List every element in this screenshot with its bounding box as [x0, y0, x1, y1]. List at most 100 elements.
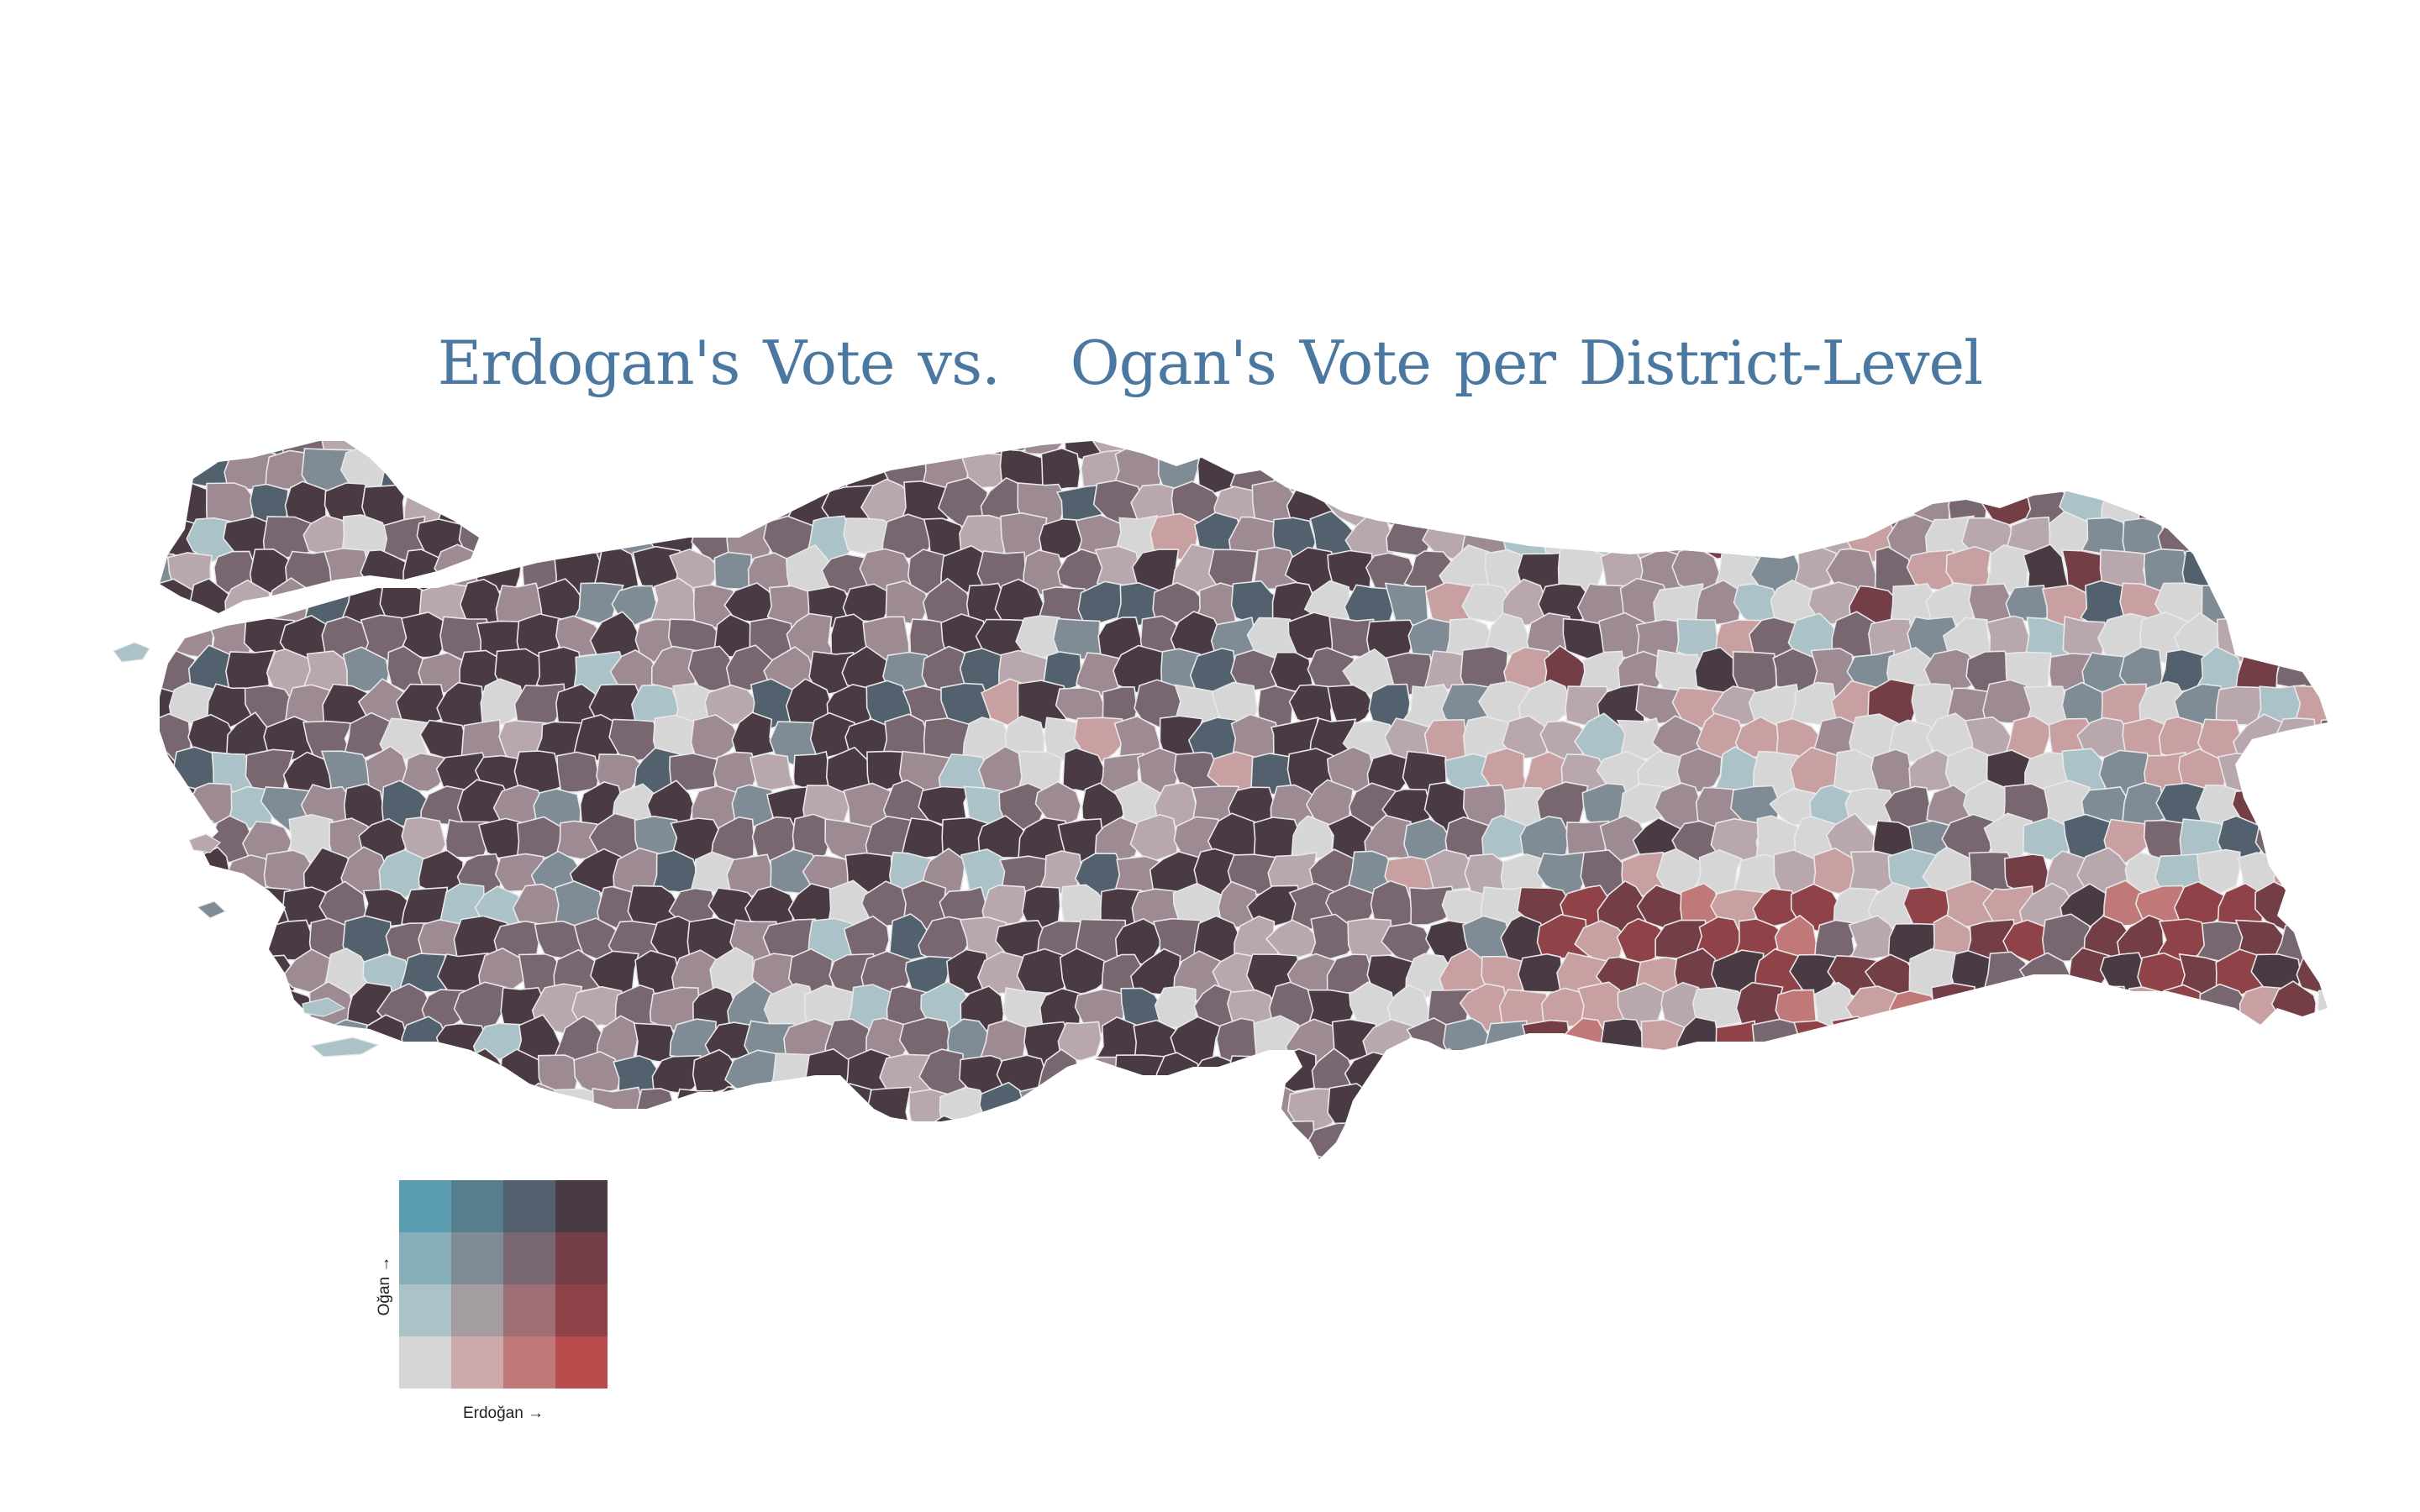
district-region	[1912, 1357, 1960, 1400]
district-region	[2235, 1053, 2284, 1099]
district-region	[1155, 1455, 1205, 1503]
district-region	[825, 1083, 875, 1127]
district-region	[2393, 984, 2420, 1030]
district-region	[2317, 449, 2328, 491]
district-region	[2041, 986, 2095, 1034]
district-region	[164, 441, 218, 460]
district-region	[160, 918, 197, 963]
district-region	[167, 1490, 214, 1512]
district-region	[1581, 1460, 1625, 1499]
district-region	[2317, 989, 2328, 1032]
district-region	[944, 1219, 988, 1263]
district-region	[670, 1289, 718, 1331]
district-region	[1989, 1355, 2034, 1401]
district-region	[1483, 1152, 1531, 1159]
district-region	[615, 449, 661, 492]
district-region	[1117, 1186, 1162, 1229]
district-region	[242, 1289, 295, 1329]
district-region	[1461, 1189, 1512, 1228]
district-region	[1790, 1087, 1842, 1127]
district-region	[228, 1190, 272, 1231]
district-region	[1750, 1352, 1800, 1399]
district-region	[2003, 1054, 2049, 1095]
district-region	[1830, 1090, 1878, 1132]
district-region	[1638, 1494, 1684, 1512]
district-region	[224, 1257, 275, 1299]
district-region	[1365, 1155, 1415, 1159]
district-region	[2061, 1088, 2111, 1130]
legend-cell	[399, 1180, 451, 1232]
district-region	[1217, 1358, 1261, 1402]
district-region	[2333, 820, 2380, 859]
district-region	[1888, 1116, 1933, 1159]
district-region	[2043, 1390, 2095, 1432]
district-region	[2255, 1360, 2305, 1401]
district-region	[1217, 1221, 1263, 1263]
district-region	[1522, 1288, 1570, 1332]
district-region	[1384, 582, 1429, 627]
district-region	[1544, 1048, 1592, 1103]
district-region	[2078, 1189, 2131, 1230]
district-region	[610, 1317, 655, 1370]
district-region	[1037, 1122, 1090, 1159]
district-region	[2139, 1218, 2187, 1270]
district-region	[160, 781, 197, 834]
district-region	[2331, 549, 2381, 593]
district-region	[168, 1286, 213, 1331]
district-region	[2293, 748, 2328, 801]
district-region	[711, 1425, 755, 1471]
district-region	[1114, 1054, 1165, 1102]
district-region	[979, 1358, 1024, 1404]
district-region	[2335, 1420, 2375, 1470]
district-region	[1961, 989, 2016, 1030]
district-region	[2332, 1216, 2381, 1268]
district-region	[167, 1017, 218, 1066]
district-region	[2349, 989, 2398, 1032]
district-region	[1172, 1423, 1224, 1467]
district-region	[1639, 441, 1688, 459]
district-region	[2333, 1083, 2382, 1134]
district-region	[228, 1322, 277, 1365]
district-region	[2160, 1391, 2207, 1433]
district-region	[160, 1153, 182, 1159]
district-region	[765, 1124, 815, 1159]
district-region	[1326, 1491, 1375, 1512]
district-region	[2205, 1325, 2249, 1364]
district-region	[693, 443, 741, 492]
district-region	[1094, 1082, 1144, 1132]
district-region	[1616, 1188, 1665, 1231]
district-region	[1309, 1252, 1353, 1299]
district-region	[478, 441, 527, 462]
district-region	[1076, 1324, 1123, 1366]
district-region	[764, 1183, 813, 1232]
district-region	[1478, 1358, 1531, 1397]
district-region	[208, 1292, 254, 1334]
district-region	[1095, 1290, 1144, 1332]
district-region	[266, 1458, 313, 1504]
district-region	[689, 1454, 734, 1502]
district-region	[1407, 482, 1450, 530]
district-region	[827, 441, 872, 455]
district-region	[670, 441, 721, 458]
district-region	[2391, 648, 2420, 693]
district-region	[1231, 1317, 1280, 1370]
district-region	[1558, 1148, 1607, 1159]
district-region	[1155, 1118, 1202, 1159]
district-region	[1175, 1290, 1223, 1331]
district-region	[245, 1153, 295, 1159]
district-region	[2396, 718, 2420, 766]
district-region	[160, 849, 196, 900]
district-region	[1382, 1324, 1433, 1364]
district-region	[1193, 1389, 1243, 1434]
district-region	[532, 1453, 583, 1499]
district-region	[926, 1115, 971, 1159]
district-region	[1018, 1156, 1066, 1159]
district-region	[1386, 1255, 1436, 1298]
district-region	[940, 1153, 992, 1159]
district-region	[656, 1187, 699, 1228]
district-region	[2357, 787, 2400, 826]
district-region	[2194, 1121, 2247, 1159]
district-region	[886, 1257, 933, 1294]
district-region	[1138, 1153, 1181, 1159]
district-region	[610, 1116, 661, 1159]
